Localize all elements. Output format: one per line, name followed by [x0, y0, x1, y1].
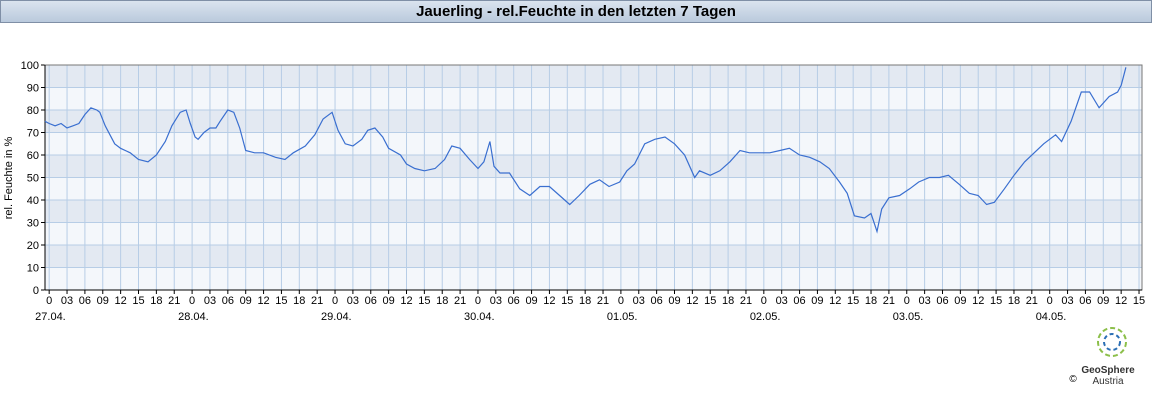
x-tick-label: 09 [954, 295, 966, 307]
grid-band [45, 65, 1142, 88]
y-axis-label: rel. Feuchte in % [3, 137, 15, 220]
chart-title: Jauerling - rel.Feuchte in den letzten 7… [416, 3, 736, 20]
x-tick-label: 18 [150, 295, 162, 307]
x-tick-label: 06 [222, 295, 234, 307]
x-tick-label: 0 [189, 295, 195, 307]
x-tick-label: 09 [668, 295, 680, 307]
x-tick-label: 12 [115, 295, 127, 307]
x-tick-label: 0 [46, 295, 52, 307]
x-tick-label: 0 [761, 295, 767, 307]
y-tick-label: 50 [27, 173, 39, 185]
day-label: 28.04. [178, 311, 209, 323]
y-tick-label: 0 [33, 285, 39, 297]
y-tick-label: 30 [27, 218, 39, 230]
x-tick-label: 06 [79, 295, 91, 307]
x-tick-label: 03 [918, 295, 930, 307]
x-tick-label: 12 [686, 295, 698, 307]
grid-band [45, 155, 1142, 178]
x-tick-label: 15 [847, 295, 859, 307]
x-tick-label: 12 [400, 295, 412, 307]
y-tick-label: 70 [27, 128, 39, 140]
x-tick-label: 18 [579, 295, 591, 307]
day-label: 30.04. [464, 311, 495, 323]
x-tick-label: 18 [436, 295, 448, 307]
x-tick-label: 15 [418, 295, 430, 307]
x-tick-label: 03 [61, 295, 73, 307]
x-tick-label: 21 [1026, 295, 1038, 307]
logo: GeoSphere Austria © [1069, 327, 1135, 387]
x-tick-label: 06 [651, 295, 663, 307]
x-tick-label: 06 [508, 295, 520, 307]
x-tick-label: 06 [1079, 295, 1091, 307]
x-tick-label: 12 [543, 295, 555, 307]
day-label: 01.05. [607, 311, 638, 323]
x-tick-label: 0 [332, 295, 338, 307]
x-tick-label: 15 [561, 295, 573, 307]
x-tick-label: 18 [865, 295, 877, 307]
plot-area: 0 03 06 09 12 15 18 21 0 03 06 09 12 15 18 21 0 03 06 09 12 1… [21, 60, 1146, 323]
x-tick-label: 09 [97, 295, 109, 307]
x-tick-label: 06 [365, 295, 377, 307]
x-tick-label: 21 [740, 295, 752, 307]
y-tick-label: 90 [27, 83, 39, 95]
y-tick-label: 60 [27, 150, 39, 162]
x-tick-label: 18 [293, 295, 305, 307]
x-tick-label: 12 [972, 295, 984, 307]
logo-mark [1103, 333, 1121, 351]
x-tick-label: 09 [240, 295, 252, 307]
x-tick-label: 15 [990, 295, 1002, 307]
x-tick-label: 21 [883, 295, 895, 307]
x-tick-label: 18 [1008, 295, 1020, 307]
y-tick-label: 100 [21, 60, 39, 72]
x-tick-label: 09 [525, 295, 537, 307]
y-tick-label: 10 [27, 263, 39, 275]
x-tick-label: 03 [776, 295, 788, 307]
x-tick-label: 03 [1061, 295, 1073, 307]
day-label: 03.05. [893, 311, 924, 323]
x-tick-label: 21 [454, 295, 466, 307]
x-tick-label: 0 [618, 295, 624, 307]
x-tick-label: 12 [829, 295, 841, 307]
x-tick-label: 03 [204, 295, 216, 307]
x-tick-label: 03 [347, 295, 359, 307]
y-tick-label: 20 [27, 240, 39, 252]
x-tick-label: 09 [1097, 295, 1109, 307]
x-tick-label: 15 [132, 295, 144, 307]
x-tick-label: 03 [633, 295, 645, 307]
x-tick-label: 21 [168, 295, 180, 307]
grid-band [45, 245, 1142, 268]
x-tick-label: 12 [257, 295, 269, 307]
day-label: 02.05. [750, 311, 781, 323]
logo-name: GeoSphere [1081, 365, 1135, 376]
x-tick-label: 09 [811, 295, 823, 307]
x-tick-label: 18 [722, 295, 734, 307]
x-tick-label: 12 [1115, 295, 1127, 307]
copyright: © [1069, 374, 1077, 385]
x-tick-label: 06 [936, 295, 948, 307]
x-tick-label: 0 [475, 295, 481, 307]
day-label: 27.04. [35, 311, 66, 323]
x-tick-label: 0 [1047, 295, 1053, 307]
x-tick-label: 15 [275, 295, 287, 307]
x-tick-label: 21 [311, 295, 323, 307]
x-tick-label: 15 [1133, 295, 1145, 307]
y-tick-label: 80 [27, 105, 39, 117]
x-tick-label: 03 [490, 295, 502, 307]
x-tick-label: 06 [793, 295, 805, 307]
y-tick-label: 40 [27, 195, 39, 207]
grid-band [45, 200, 1142, 223]
day-label: 04.05. [1036, 311, 1067, 323]
x-tick-label: 21 [597, 295, 609, 307]
x-tick-label: 0 [904, 295, 910, 307]
logo-sub: Austria [1092, 376, 1124, 387]
x-tick-label: 09 [383, 295, 395, 307]
x-tick-label: 15 [704, 295, 716, 307]
logo-mark [1097, 327, 1127, 357]
day-label: 29.04. [321, 311, 352, 323]
data-line [44, 67, 1127, 234]
